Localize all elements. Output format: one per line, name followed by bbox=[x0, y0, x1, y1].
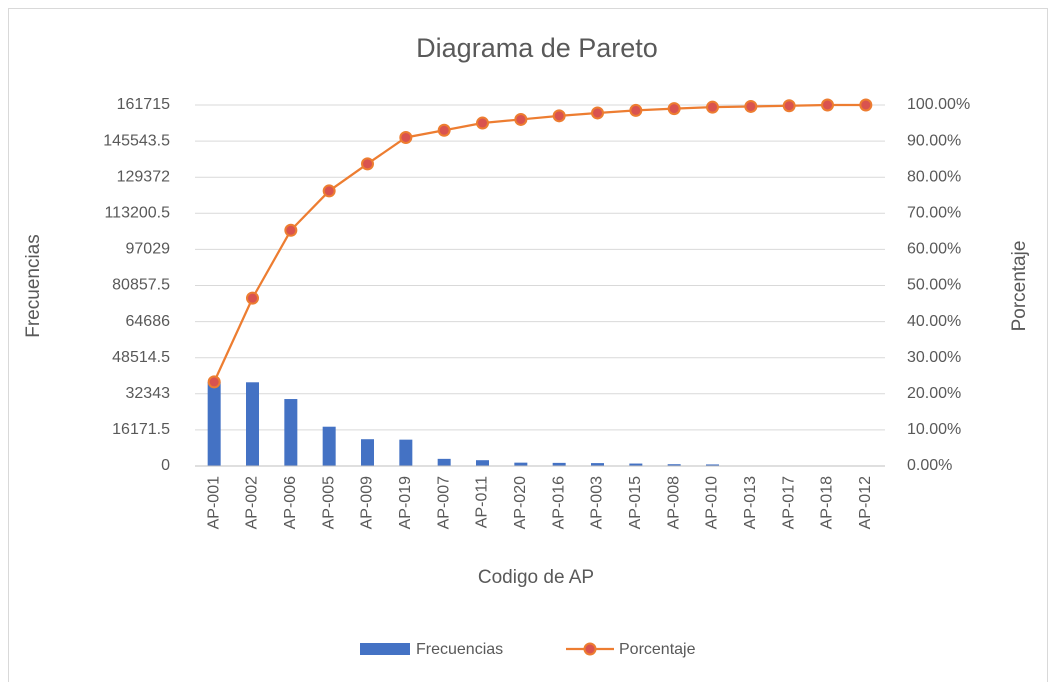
y-tick-label: 48514.5 bbox=[112, 349, 170, 366]
line-marker bbox=[246, 291, 259, 305]
line-marker bbox=[399, 130, 413, 144]
bar bbox=[246, 382, 259, 466]
y2-tick-label: 20.00% bbox=[907, 385, 961, 402]
y-tick-label: 32343 bbox=[126, 385, 171, 402]
x-tick-label: AP-013 bbox=[742, 476, 759, 529]
bar bbox=[552, 462, 566, 466]
x-tick-label: AP-017 bbox=[780, 476, 797, 529]
x-tick-label: AP-007 bbox=[435, 476, 452, 529]
x-tick-label: AP-006 bbox=[282, 476, 299, 529]
line-marker bbox=[207, 375, 221, 389]
y2-tick-label: 80.00% bbox=[907, 168, 961, 185]
legend-marker bbox=[583, 642, 597, 656]
line-marker bbox=[476, 116, 489, 130]
x-tick-label: AP-010 bbox=[704, 476, 721, 529]
y2-axis-title: Porcentaje bbox=[1009, 241, 1030, 332]
bar bbox=[476, 460, 489, 466]
bar bbox=[207, 381, 221, 466]
line-marker bbox=[437, 123, 451, 137]
y-tick-label: 64686 bbox=[126, 313, 171, 330]
line-marker bbox=[629, 103, 643, 117]
y-tick-label: 16171.5 bbox=[112, 421, 170, 438]
line-marker bbox=[591, 106, 604, 120]
line-marker bbox=[284, 223, 298, 237]
line-marker bbox=[361, 157, 374, 171]
line-marker bbox=[782, 99, 796, 113]
chart-frame bbox=[8, 8, 1048, 682]
y2-tick-label: 30.00% bbox=[907, 349, 961, 366]
y-tick-label: 0 bbox=[161, 457, 170, 474]
line-marker bbox=[514, 112, 528, 126]
x-tick-label: AP-012 bbox=[857, 476, 874, 529]
line-marker bbox=[667, 102, 681, 116]
x-tick-label: AP-016 bbox=[550, 476, 567, 529]
chart-title: Diagrama de Pareto bbox=[416, 33, 658, 63]
bar bbox=[667, 464, 681, 466]
line-marker bbox=[859, 98, 873, 112]
x-tick-label: AP-020 bbox=[512, 476, 529, 529]
line-marker bbox=[821, 98, 834, 112]
y-tick-label: 80857.5 bbox=[112, 277, 170, 294]
legend-label: Porcentaje bbox=[619, 641, 696, 658]
bar bbox=[706, 464, 719, 466]
x-tick-label: AP-009 bbox=[359, 476, 376, 529]
line-marker bbox=[552, 109, 566, 123]
x-tick-label: AP-005 bbox=[320, 476, 337, 529]
y2-tick-label: 40.00% bbox=[907, 313, 961, 330]
x-tick-label: AP-011 bbox=[474, 476, 491, 528]
line-marker bbox=[744, 99, 758, 113]
y2-tick-label: 10.00% bbox=[907, 421, 961, 438]
bar bbox=[322, 426, 336, 466]
x-tick-label: AP-018 bbox=[819, 476, 836, 529]
y2-tick-label: 50.00% bbox=[907, 277, 961, 294]
bar bbox=[361, 439, 374, 466]
y2-tick-label: 90.00% bbox=[907, 132, 961, 149]
x-tick-label: AP-003 bbox=[589, 476, 606, 529]
legend-swatch bbox=[360, 643, 410, 655]
x-tick-label: AP-008 bbox=[665, 476, 682, 529]
y2-tick-label: 60.00% bbox=[907, 241, 961, 258]
y2-tick-label: 0.00% bbox=[907, 457, 952, 474]
x-tick-label: AP-001 bbox=[205, 476, 222, 529]
y-tick-label: 97029 bbox=[126, 241, 171, 258]
bar bbox=[514, 462, 528, 466]
bar bbox=[399, 439, 413, 466]
y2-tick-label: 100.00% bbox=[907, 96, 970, 113]
line-marker bbox=[322, 184, 336, 198]
x-tick-label: AP-019 bbox=[397, 476, 414, 529]
bar bbox=[284, 399, 298, 466]
y-tick-label: 129372 bbox=[117, 168, 170, 185]
y-axis-title: Frecuencias bbox=[23, 234, 44, 338]
y2-tick-label: 70.00% bbox=[907, 205, 961, 222]
x-axis-title: Codigo de AP bbox=[478, 567, 594, 588]
legend-label: Frecuencias bbox=[416, 641, 503, 658]
y-tick-label: 145543.5 bbox=[103, 132, 170, 149]
y-tick-label: 161715 bbox=[117, 96, 170, 113]
y-tick-label: 113200.5 bbox=[104, 205, 170, 222]
bar bbox=[437, 458, 451, 466]
x-tick-label: AP-002 bbox=[244, 476, 261, 529]
bar bbox=[629, 463, 643, 466]
bar bbox=[591, 463, 604, 466]
x-tick-label: AP-015 bbox=[627, 476, 644, 529]
line-marker bbox=[706, 100, 719, 114]
